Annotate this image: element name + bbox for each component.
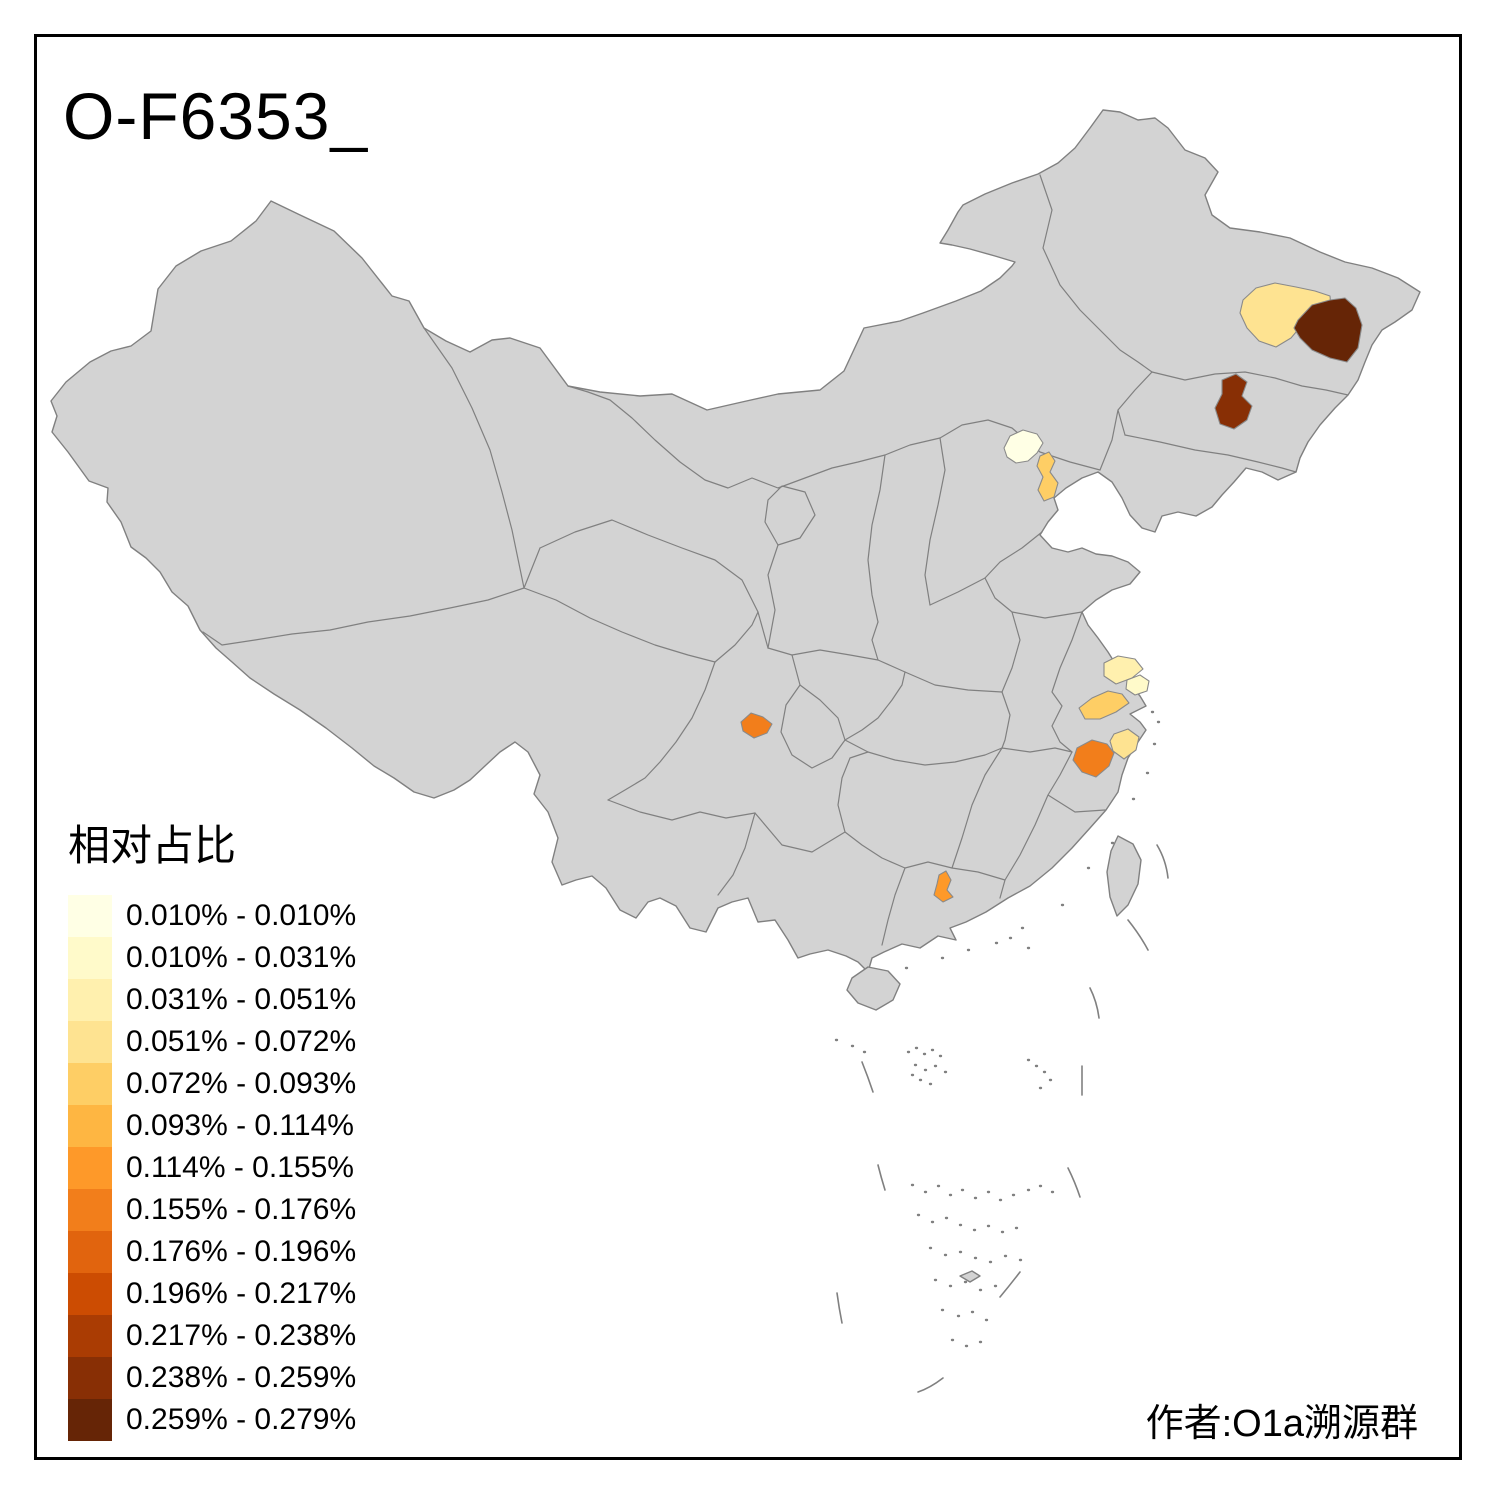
legend-label: 0.114% - 0.155% (126, 1151, 354, 1184)
legend-label: 0.155% - 0.176% (126, 1193, 357, 1226)
attribution-text: 作者:O1a溯源群 (1145, 1403, 1418, 1445)
legend-item: 0.217% - 0.238% (68, 1315, 488, 1357)
legend-swatch (68, 1189, 112, 1231)
legend-item: 0.114% - 0.155% (68, 1147, 488, 1189)
legend-item: 0.196% - 0.217% (68, 1273, 488, 1315)
highlighted-regions (740, 282, 1363, 903)
south-sea-islet (959, 1270, 981, 1283)
region-highlight-beijing-area (1003, 429, 1044, 464)
legend-label: 0.238% - 0.259% (126, 1361, 357, 1394)
legend-swatch (68, 1273, 112, 1315)
legend-swatch (68, 1105, 112, 1147)
region-highlight-northeast-dark-east (1293, 297, 1363, 363)
legend-item: 0.072% - 0.093% (68, 1063, 488, 1105)
legend-swatch (68, 1147, 112, 1189)
legend-swatch (68, 895, 112, 937)
island-specks (834, 710, 1161, 1348)
legend-label: 0.031% - 0.051% (126, 983, 357, 1016)
legend-swatch (68, 1399, 112, 1441)
legend-item: 0.031% - 0.051% (68, 979, 488, 1021)
plot-frame (34, 34, 1462, 1460)
legend: 相对占比 0.010% - 0.010% 0.010% - 0.031% 0.031… (68, 812, 488, 1441)
province-borders (202, 174, 1349, 946)
legend-label: 0.010% - 0.031% (126, 941, 357, 974)
legend-item: 0.155% - 0.176% (68, 1189, 488, 1231)
legend-swatch (68, 979, 112, 1021)
legend-label: 0.051% - 0.072% (126, 1025, 357, 1058)
region-highlight-northeast-dark-south (1214, 373, 1253, 430)
legend-label: 0.259% - 0.279% (126, 1403, 357, 1436)
hainan-island (846, 966, 901, 1011)
region-highlight-pearl-delta (933, 870, 954, 903)
legend-item: 0.093% - 0.114% (68, 1105, 488, 1147)
nine-dash-line (836, 844, 1169, 1393)
legend-label: 0.176% - 0.196% (126, 1235, 357, 1268)
region-highlight-south-jiangsu (1078, 690, 1130, 720)
legend-label: 0.196% - 0.217% (126, 1277, 357, 1310)
legend-item: 0.259% - 0.279% (68, 1399, 488, 1441)
legend-item: 0.051% - 0.072% (68, 1021, 488, 1063)
region-highlight-sichuan-basin (740, 712, 773, 739)
legend-item: 0.176% - 0.196% (68, 1231, 488, 1273)
region-highlight-northeast-zhejiang (1109, 728, 1140, 760)
legend-swatch (68, 1315, 112, 1357)
legend-item: 0.238% - 0.259% (68, 1357, 488, 1399)
legend-title: 相对占比 (68, 821, 237, 870)
legend-item: 0.010% - 0.010% (68, 895, 488, 937)
legend-label: 0.010% - 0.010% (126, 899, 357, 932)
region-highlight-central-zhejiang (1072, 739, 1115, 778)
legend-label: 0.093% - 0.114% (126, 1109, 354, 1142)
legend-items: 0.010% - 0.010% 0.010% - 0.031% 0.031% - 0… (68, 895, 488, 1441)
legend-item: 0.010% - 0.031% (68, 937, 488, 979)
region-highlight-jiangsu-coast (1103, 655, 1144, 685)
legend-label: 0.217% - 0.238% (126, 1319, 357, 1352)
legend-swatch (68, 1357, 112, 1399)
legend-swatch (68, 1021, 112, 1063)
legend-label: 0.072% - 0.093% (126, 1067, 357, 1100)
page-title: O-F6353_ (63, 79, 369, 153)
taiwan-island (1106, 835, 1142, 917)
region-highlight-tianjin-area (1036, 451, 1059, 502)
legend-swatch (68, 1063, 112, 1105)
region-highlight-shanghai-area (1125, 674, 1150, 696)
legend-swatch (68, 937, 112, 979)
legend-swatch (68, 1231, 112, 1273)
